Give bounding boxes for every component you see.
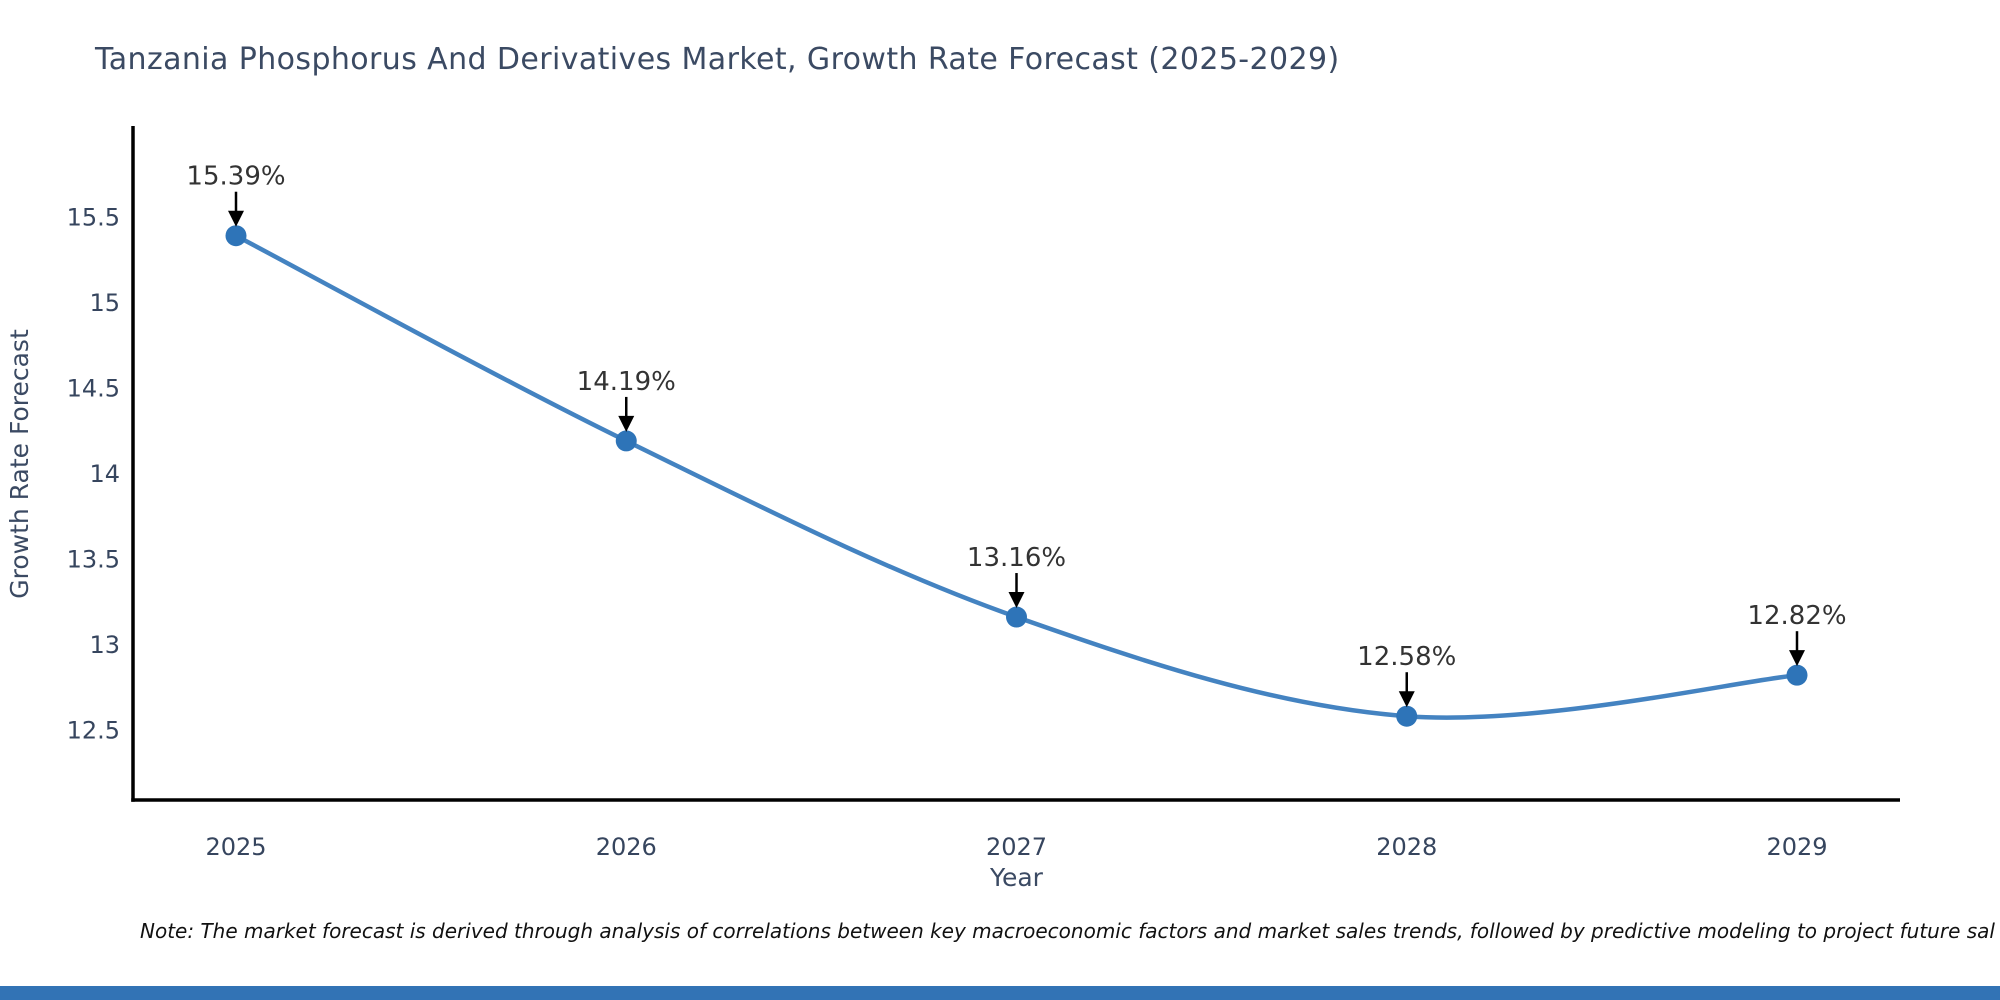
y-tick-label: 15.5 <box>67 203 120 231</box>
x-tick-label: 2025 <box>205 833 266 861</box>
annotation-arrowhead <box>1008 592 1025 609</box>
data-point-marker <box>225 225 247 247</box>
x-tick-label: 2029 <box>1766 833 1827 861</box>
series-line <box>233 233 1800 720</box>
y-tick-label: 12.5 <box>67 716 120 744</box>
y-tick-label: 14.5 <box>67 374 120 402</box>
x-tick-label: 2028 <box>1376 833 1437 861</box>
y-axis-title: Growth Rate Forecast <box>5 329 34 599</box>
x-axis-title: Year <box>989 863 1044 892</box>
data-point-marker <box>1396 705 1418 727</box>
chart-title: Tanzania Phosphorus And Derivatives Mark… <box>95 42 1340 77</box>
x-tick-label: 2027 <box>986 833 1047 861</box>
footer-accent-bar <box>0 986 2000 1000</box>
data-point-label: 12.58% <box>1357 642 1456 672</box>
y-tick-label: 14 <box>89 460 120 488</box>
x-tick-label: 2026 <box>596 833 657 861</box>
y-tick-label: 15 <box>89 289 120 317</box>
y-tick-label: 13 <box>89 631 120 659</box>
data-point-marker <box>1006 606 1027 628</box>
annotation-arrowhead <box>1398 691 1415 708</box>
annotation-arrowhead <box>1789 650 1805 667</box>
data-point-marker <box>1786 664 1808 686</box>
data-point-marker <box>615 430 637 452</box>
data-point-label: 13.16% <box>967 543 1066 573</box>
data-point-label: 15.39% <box>186 162 285 192</box>
y-tick-label: 13.5 <box>67 545 120 573</box>
data-point-label: 12.82% <box>1747 601 1846 631</box>
footnote: Note: The market forecast is derived thr… <box>140 919 1995 943</box>
annotation-arrowhead <box>228 210 244 227</box>
data-point-label: 14.19% <box>577 367 676 397</box>
annotation-arrowhead <box>618 415 635 432</box>
